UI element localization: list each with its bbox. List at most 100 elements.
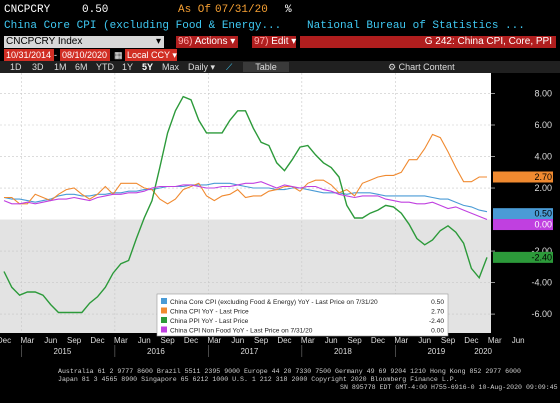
y-tick-label: 8.00 bbox=[534, 88, 552, 98]
chart-content-menu[interactable]: ⚙ Chart Content bbox=[388, 61, 455, 73]
edit-number: 97) bbox=[254, 36, 269, 47]
x-tick-label: Jun bbox=[325, 336, 338, 345]
header-bar: CNCPCRY 0.50 As Of 07/31/20 % bbox=[0, 0, 560, 20]
x-tick-label: Dec bbox=[464, 336, 478, 345]
end-date-field[interactable]: 08/10/2020 bbox=[60, 49, 110, 61]
line-chart-icon[interactable]: ⟋ bbox=[226, 62, 233, 72]
period-1m[interactable]: 1M bbox=[54, 62, 67, 72]
x-tick-label: Dec bbox=[371, 336, 385, 345]
last-value-badge-text: 0.00 bbox=[534, 220, 552, 230]
edit-label: Edit bbox=[271, 36, 289, 47]
x-tick-label: Dec bbox=[277, 336, 291, 345]
chevron-down-icon: ▾ bbox=[172, 50, 177, 60]
data-source: National Bureau of Statistics ... bbox=[307, 20, 525, 32]
last-value-badge bbox=[493, 251, 553, 263]
last-value-badge-text: 2.70 bbox=[534, 172, 552, 182]
security-field[interactable]: CNCPCRY Index ▾ bbox=[4, 36, 164, 48]
x-year-label: 2020 bbox=[474, 347, 492, 356]
x-year-label: 2015 bbox=[54, 347, 72, 356]
last-value-badge bbox=[493, 208, 553, 220]
series-line-1[interactable] bbox=[4, 133, 487, 205]
x-tick-label: Dec bbox=[0, 336, 11, 345]
period-1d[interactable]: 1D bbox=[10, 62, 22, 72]
footer-copyright-line: Japan 81 3 4565 8900 Singapore 65 6212 1… bbox=[58, 376, 458, 383]
dropdown-icon: ▾ bbox=[155, 36, 161, 47]
period-5y[interactable]: 5Y bbox=[142, 62, 154, 72]
y-tick-label: 6.00 bbox=[534, 120, 552, 130]
legend-value: -2.40 bbox=[429, 318, 444, 325]
legend-swatch bbox=[161, 326, 167, 333]
gear-icon: ⚙ bbox=[388, 62, 397, 72]
as-of-label: As Of bbox=[178, 4, 212, 16]
security-description: China Core CPI (excluding Food & Energy.… bbox=[4, 20, 282, 32]
ticker-symbol[interactable]: CNCPCRY bbox=[4, 4, 51, 16]
date-separator: - bbox=[54, 50, 57, 60]
x-tick-label: Jun bbox=[512, 336, 525, 345]
legend-swatch bbox=[161, 298, 167, 304]
chart-content-label: Chart Content bbox=[398, 62, 455, 72]
period-3d[interactable]: 3D bbox=[32, 62, 44, 72]
legend-box bbox=[156, 293, 449, 337]
chevron-down-icon: ▾ bbox=[291, 36, 297, 47]
period-ytd[interactable]: YTD bbox=[96, 62, 114, 72]
chart-title: G 242: China CPI, Core, PPI bbox=[300, 36, 556, 48]
x-tick-label: Dec bbox=[184, 336, 198, 345]
period-bar: 1D 3D 1M 6M YTD 1Y 5Y Max Daily ▾ ⟋ Tabl… bbox=[0, 61, 560, 73]
percent-unit: % bbox=[285, 4, 292, 16]
x-tick-label: Mar bbox=[207, 336, 221, 345]
currency-select[interactable]: Local CCY ▾ bbox=[125, 49, 177, 61]
line-chart[interactable]: 8.00 6.00 4.00 2.00 -2.00 -4.00 -6.00 Dec Mar Ju… bbox=[0, 73, 560, 380]
x-tick-label: Mar bbox=[114, 336, 128, 345]
last-value-badge-text: -2.40 bbox=[531, 252, 552, 262]
start-date-field[interactable]: 10/31/2014 bbox=[4, 49, 54, 61]
legend-value: 0.00 bbox=[431, 328, 444, 335]
currency-value: Local CCY bbox=[127, 50, 170, 60]
chevron-down-icon: ▾ bbox=[210, 62, 216, 72]
y-tick-label: 4.00 bbox=[534, 152, 552, 162]
legend-value: 0.50 bbox=[431, 299, 444, 306]
x-year-label: 2017 bbox=[240, 347, 258, 356]
period-max[interactable]: Max bbox=[162, 62, 180, 72]
chevron-down-icon: ▾ bbox=[230, 36, 236, 47]
last-value-badge bbox=[493, 171, 553, 183]
legend-label[interactable]: China CPI Non Food YoY - Last Price on 7… bbox=[170, 328, 313, 335]
y-tick-label: -2.00 bbox=[531, 246, 552, 256]
table-button[interactable]: Table bbox=[243, 62, 289, 72]
x-year-label: 2018 bbox=[334, 347, 352, 356]
legend-value: 2.70 bbox=[431, 309, 444, 316]
footer-session-line: SN 895778 EDT GMT-4:00 H755-6916-0 10-Au… bbox=[340, 384, 558, 391]
legend-swatch bbox=[161, 307, 167, 314]
legend-label[interactable]: China Core CPI (excluding Food & Energy)… bbox=[170, 299, 378, 306]
x-year-label: 2019 bbox=[427, 347, 445, 356]
edit-button[interactable]: 97) Edit ▾ bbox=[252, 36, 296, 48]
frequency-select[interactable]: Daily ▾ bbox=[188, 61, 215, 73]
footer-phone-line: Australia 61 2 9777 8600 Brazil 5511 239… bbox=[58, 368, 521, 375]
y-tick-label: -6.00 bbox=[531, 309, 552, 319]
legend-label[interactable]: China PPI YoY - Last Price bbox=[170, 318, 249, 325]
x-tick-label: Mar bbox=[394, 336, 408, 345]
x-tick-label: Sep bbox=[160, 336, 175, 345]
series-line-3[interactable] bbox=[3, 181, 488, 221]
y-tick-label: -4.00 bbox=[531, 278, 552, 288]
series-line-2[interactable] bbox=[3, 95, 488, 314]
security-field-text: CNCPCRY Index bbox=[6, 36, 83, 47]
x-year-label: 2016 bbox=[147, 347, 165, 356]
toolbar: CNCPCRY Index ▾ 96) Actions ▾ 97) Edit ▾… bbox=[0, 35, 560, 49]
period-1y[interactable]: 1Y bbox=[122, 62, 134, 72]
x-tick-label: Jun bbox=[44, 336, 57, 345]
legend-label[interactable]: China CPI YoY - Last Price bbox=[170, 309, 249, 316]
x-tick-label: Sep bbox=[441, 336, 456, 345]
y-tick-label: 2.00 bbox=[534, 183, 552, 193]
as-of-date[interactable]: 07/31/20 bbox=[215, 4, 268, 16]
actions-number: 96) bbox=[178, 36, 193, 47]
x-tick-label: Mar bbox=[20, 336, 34, 345]
actions-button[interactable]: 96) Actions ▾ bbox=[176, 36, 238, 48]
x-tick-label: Sep bbox=[67, 336, 82, 345]
last-value-badge bbox=[493, 219, 553, 231]
calendar-icon[interactable]: ▦ bbox=[114, 50, 123, 60]
x-tick-label: Mar bbox=[301, 336, 315, 345]
description-bar: China Core CPI (excluding Food & Energy.… bbox=[0, 20, 560, 34]
x-tick-label: Dec bbox=[90, 336, 104, 345]
period-6m[interactable]: 6M bbox=[75, 62, 88, 72]
last-value: 0.50 bbox=[82, 4, 109, 16]
